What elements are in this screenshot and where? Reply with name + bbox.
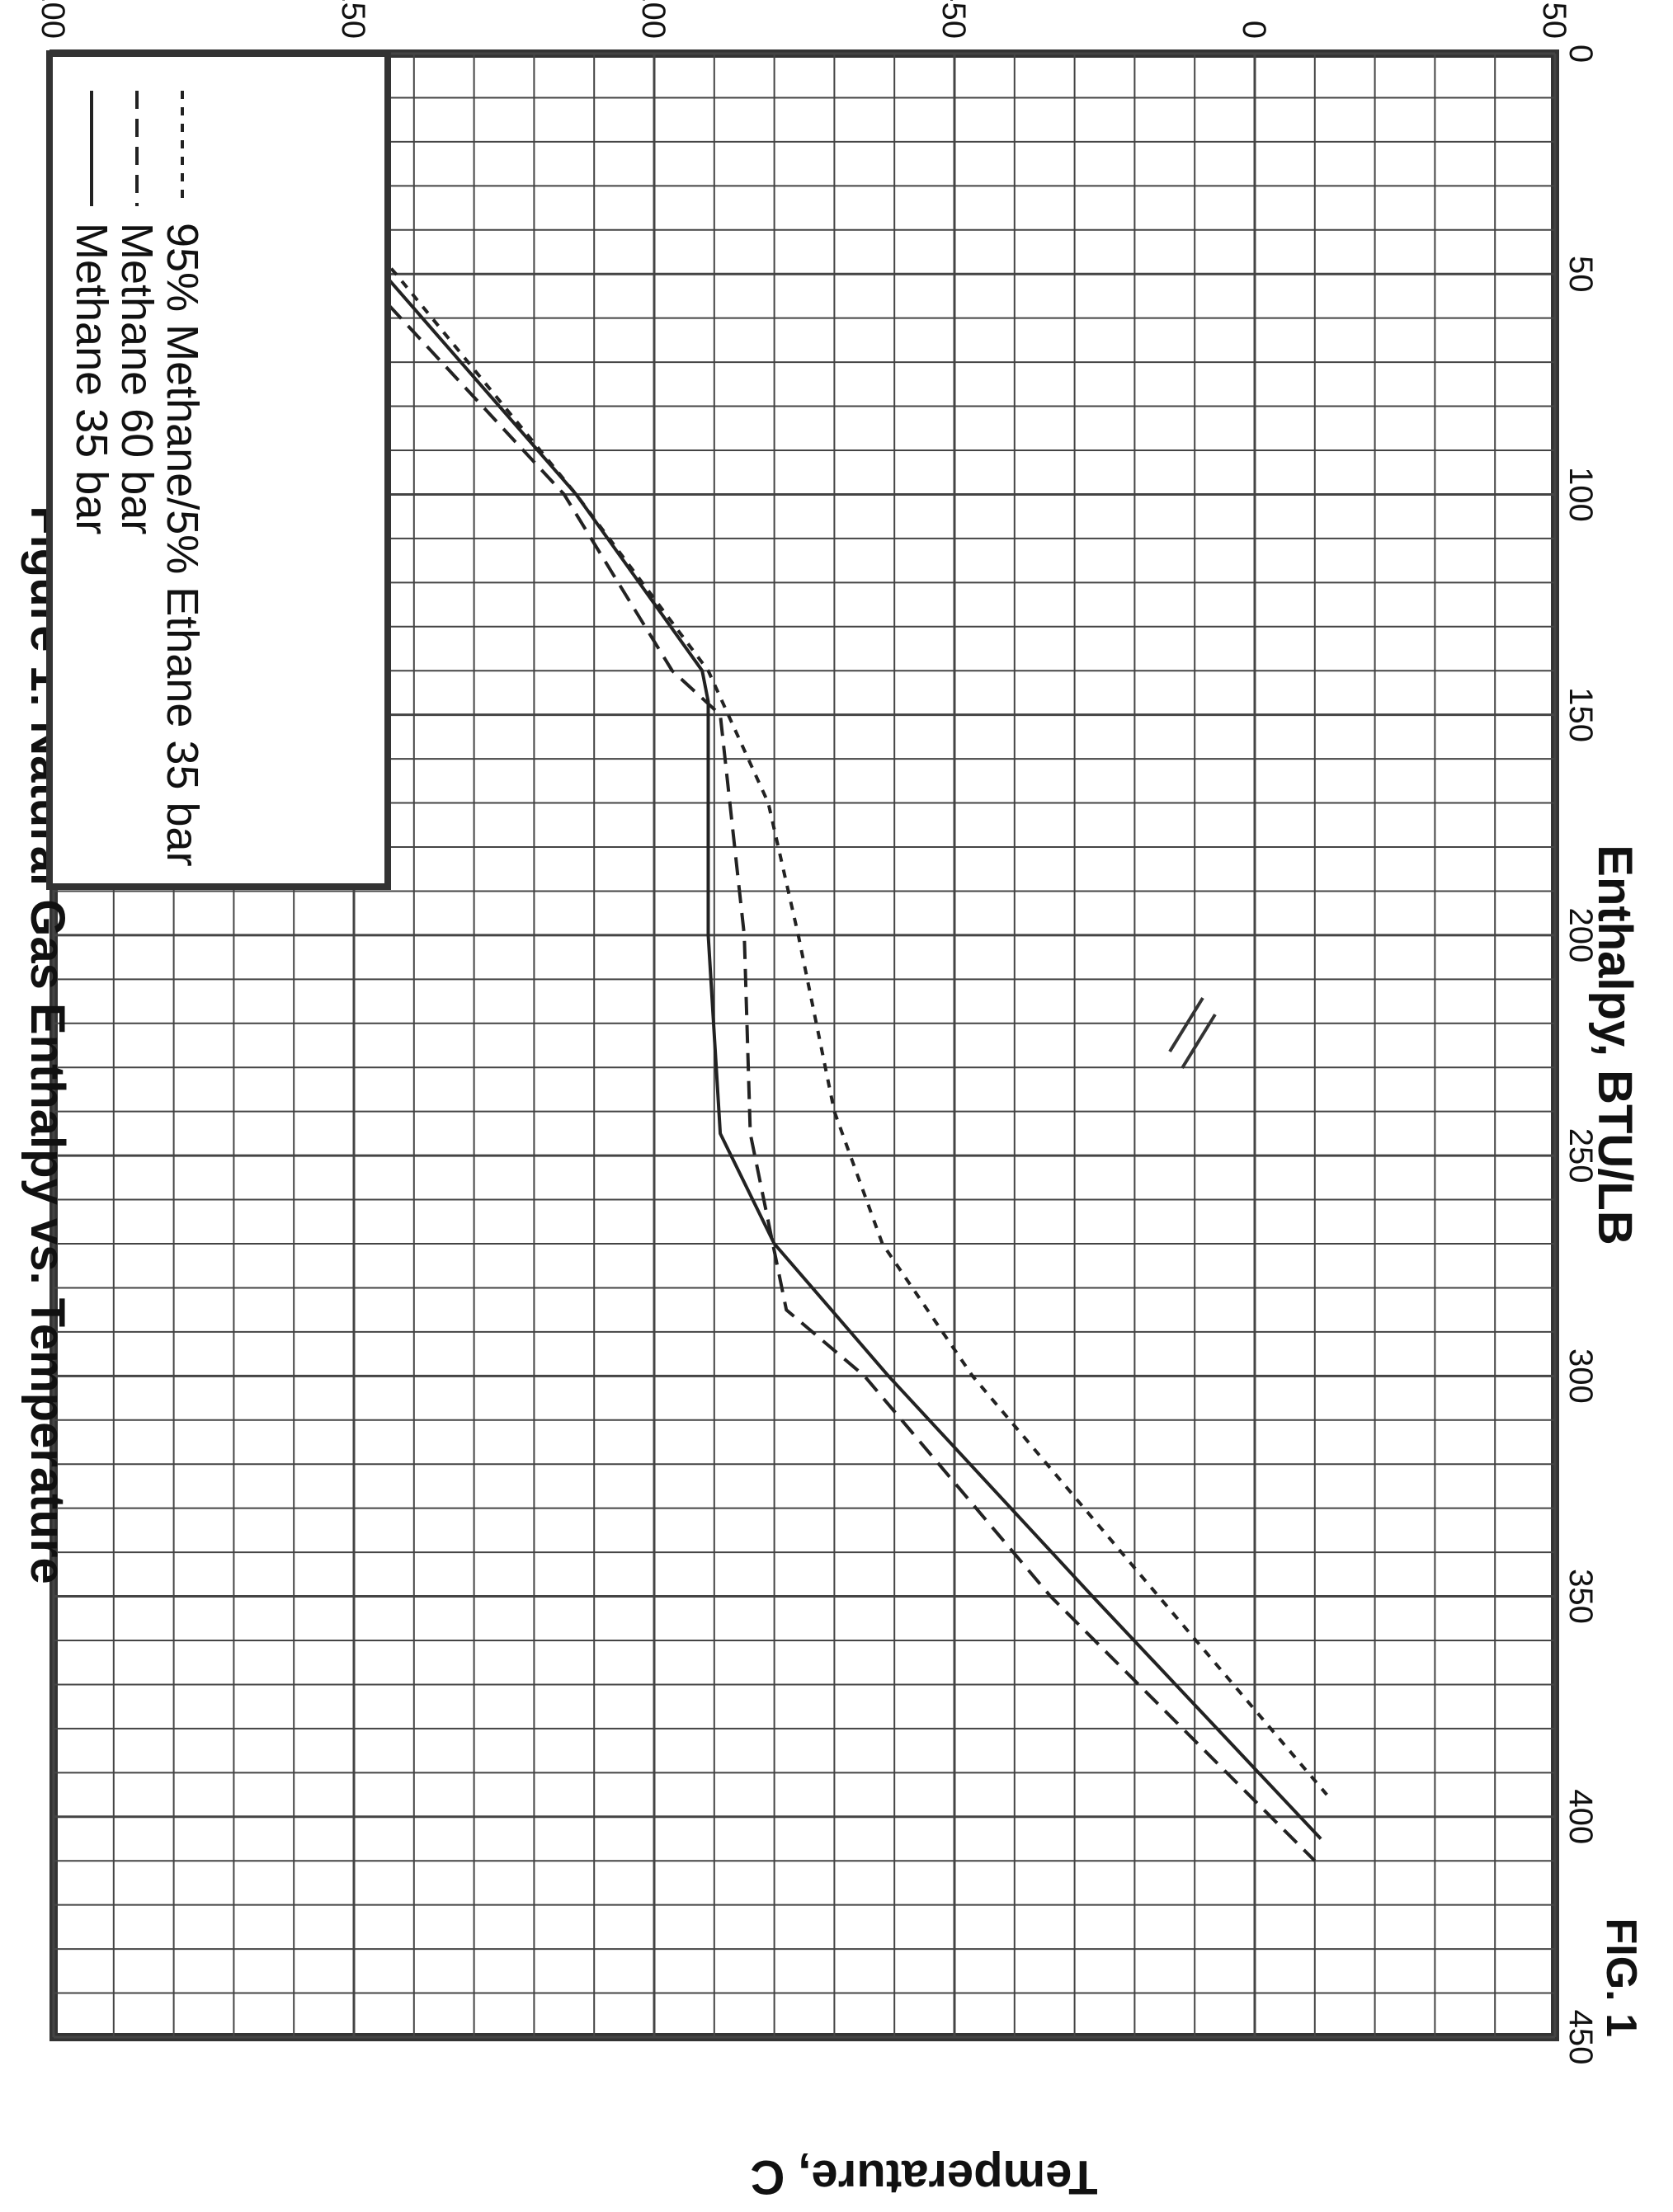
y-tick-label: -50: [935, 0, 972, 39]
x-tick-label: 400: [1562, 1789, 1599, 1844]
x-tick-label: 450: [1562, 2010, 1599, 2065]
x-tick-label: 250: [1562, 1128, 1599, 1184]
x-tick-label: 0: [1562, 45, 1599, 63]
break-annotation: [1168, 996, 1217, 1070]
x-tick-label: 300: [1562, 1348, 1599, 1404]
y-axis-label: Temperature, C: [750, 2150, 1097, 2204]
series-layer: [214, 70, 1328, 1862]
x-tick-label: 50: [1562, 256, 1599, 293]
legend-entry: Methane 35 bar: [67, 223, 116, 534]
break-mark: [1181, 1013, 1217, 1070]
y-tick-label: -200: [35, 0, 71, 39]
x-axis-label: Enthalpy, BTU/LB: [1588, 845, 1642, 1245]
y-tick-label: -100: [635, 0, 672, 39]
y-tick-labels: -200 -150 -100 -50 0 50: [35, 0, 1572, 39]
legend-entry: Methane 60 bar: [112, 223, 162, 534]
legend-box: [46, 50, 391, 890]
series-line: [232, 105, 1317, 1862]
series-line: [214, 70, 1322, 1840]
y-tick-label: 50: [1536, 2, 1572, 40]
x-tick-label: 350: [1562, 1569, 1599, 1624]
legend-entry: 95% Methane/5% Ethane 35 bar: [158, 223, 207, 867]
chart-group: -200 -150 -100 -50 0 50 0 50 100 150 200 250 300 350…: [21, 0, 1645, 2064]
x-tick-label: 150: [1562, 687, 1599, 742]
x-tick-labels: 0 50 100 150 200 250 300 350 400 450: [1562, 45, 1599, 2065]
y-tick-label: -150: [335, 0, 371, 39]
figure-label: FIG. 1: [1597, 1918, 1645, 2037]
x-tick-label: 200: [1562, 908, 1599, 963]
break-mark: [1168, 996, 1204, 1053]
x-tick-label: 100: [1562, 467, 1599, 522]
series-line: [214, 70, 1328, 1796]
y-tick-label: 0: [1236, 21, 1272, 39]
